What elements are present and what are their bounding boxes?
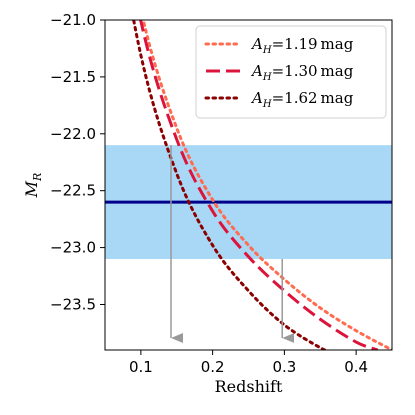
legend: AH=1.19 mag AH=1.30 mag AH=1.62 mag (195, 25, 387, 119)
x-tick-label: 0.1 (129, 358, 153, 376)
x-tick-label: 0.4 (344, 358, 368, 376)
x-axis-label: Redshift (215, 377, 283, 396)
y-tick-label: −21.5 (50, 68, 96, 86)
legend-label-3: AH=1.62 mag (250, 89, 354, 110)
y-tick-label: −23.0 (50, 239, 96, 257)
y-axis-label: MR (22, 173, 44, 199)
axes-frame (104, 19, 393, 351)
arrow-group (170, 145, 295, 343)
series-line-1 (141, 20, 392, 350)
plot-area (105, 20, 392, 350)
series-line-3 (132, 20, 329, 350)
x-tick-label: 0.3 (272, 358, 296, 376)
legend-frame (195, 25, 387, 119)
series-line-2 (139, 20, 379, 350)
y-tick-label: −21.0 (50, 11, 96, 29)
legend-label-2: AH=1.30 mag (250, 62, 354, 83)
y-tick-label: −22.0 (50, 125, 96, 143)
y-tick-label: −22.5 (50, 182, 96, 200)
legend-label-1: AH=1.19 mag (250, 35, 354, 56)
y-axis-ticks: −21.0 −21.5 −22.0 −22.5 −23.0 −23.5 (50, 11, 105, 313)
series-group (132, 20, 392, 350)
x-tick-label: 0.2 (201, 358, 225, 376)
x-axis-ticks: 0.1 0.2 0.3 0.4 (129, 350, 368, 376)
y-tick-label: −23.5 (50, 295, 96, 313)
